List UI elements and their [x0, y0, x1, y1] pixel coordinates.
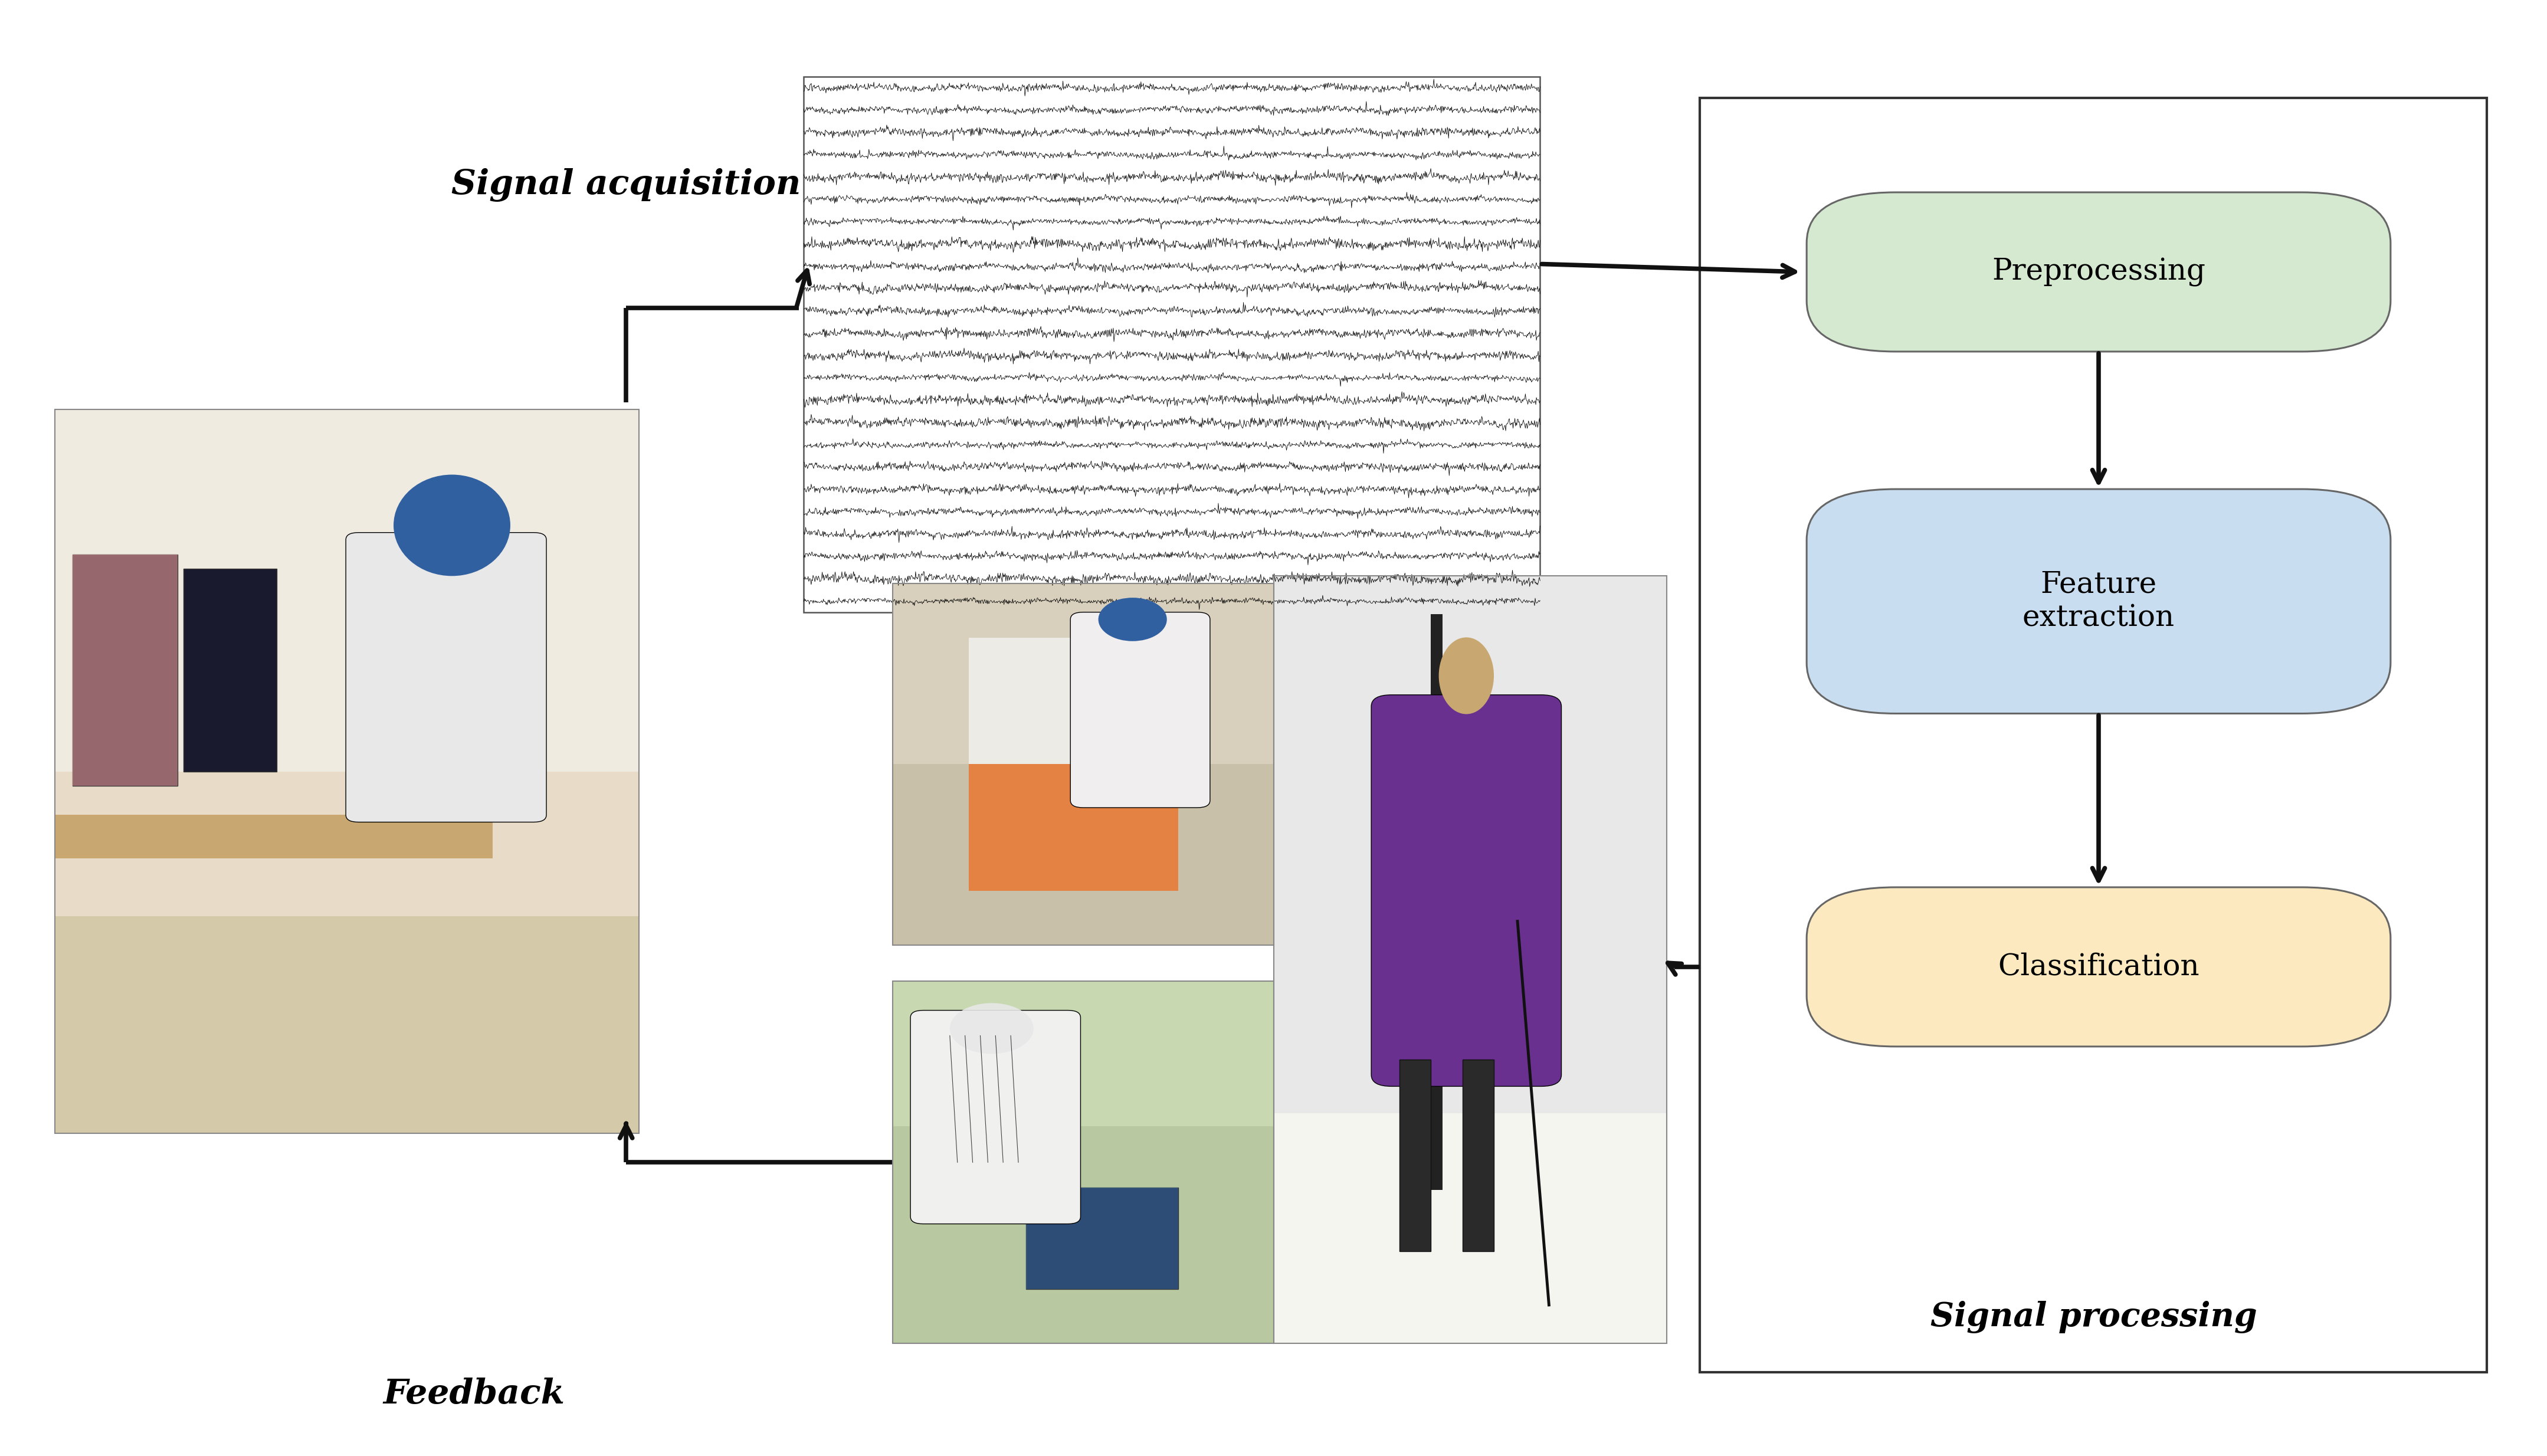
Ellipse shape [395, 475, 509, 577]
Bar [56, 815, 492, 858]
Bar [891, 584, 1274, 764]
Bar [56, 409, 639, 772]
Text: Signal processing: Signal processing [1931, 1302, 2257, 1334]
FancyBboxPatch shape [1806, 489, 2392, 713]
Ellipse shape [1098, 598, 1167, 641]
Bar [968, 764, 1179, 891]
Ellipse shape [1439, 638, 1495, 713]
Ellipse shape [950, 1003, 1034, 1054]
Bar [805, 77, 1541, 612]
Text: Signal acquisition: Signal acquisition [451, 169, 800, 202]
Bar [1462, 1060, 1495, 1251]
Bar [1026, 1188, 1179, 1289]
FancyBboxPatch shape [1806, 192, 2392, 351]
Bar [71, 555, 178, 786]
Bar [1026, 1188, 1179, 1289]
Bar [1398, 1060, 1431, 1251]
Bar [891, 981, 1274, 1344]
Bar [1274, 577, 1668, 1344]
Bar [56, 409, 639, 1133]
Bar [1431, 614, 1442, 1190]
Bar [891, 981, 1274, 1125]
Bar [1274, 577, 1668, 1344]
Bar [968, 638, 1179, 764]
Text: Feature
extraction: Feature extraction [2022, 569, 2175, 633]
Bar [891, 981, 1274, 1344]
Bar [71, 555, 178, 786]
FancyBboxPatch shape [1806, 887, 2392, 1047]
Bar [1274, 577, 1668, 1114]
FancyBboxPatch shape [346, 533, 548, 823]
Bar [56, 409, 639, 1133]
Text: Preprocessing: Preprocessing [1992, 258, 2206, 287]
Text: Classification: Classification [1997, 952, 2201, 981]
Bar [891, 584, 1274, 945]
FancyBboxPatch shape [1070, 612, 1210, 808]
Bar [1699, 98, 2486, 1372]
Bar [56, 916, 639, 1133]
Bar [183, 569, 278, 772]
Text: Feedback: Feedback [382, 1377, 565, 1411]
FancyBboxPatch shape [1370, 695, 1561, 1086]
FancyBboxPatch shape [909, 1010, 1080, 1224]
Bar [891, 584, 1274, 945]
Bar [1274, 1114, 1668, 1344]
